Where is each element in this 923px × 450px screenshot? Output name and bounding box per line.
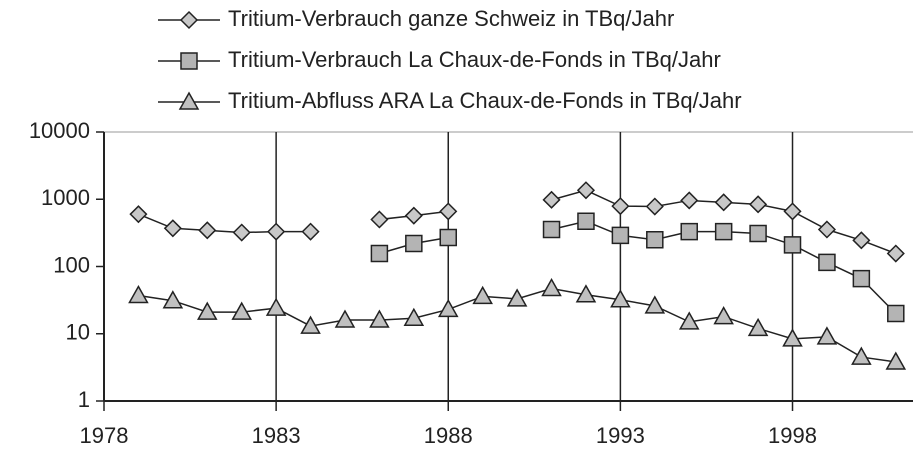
x-tick-label: 1988 bbox=[424, 423, 473, 448]
marker bbox=[749, 195, 768, 214]
marker bbox=[506, 288, 528, 307]
marker bbox=[180, 52, 198, 70]
marker bbox=[644, 295, 666, 314]
marker bbox=[163, 219, 182, 238]
marker bbox=[747, 317, 769, 337]
marker bbox=[334, 309, 356, 328]
marker bbox=[678, 311, 700, 330]
marker bbox=[267, 222, 286, 241]
marker bbox=[232, 223, 251, 242]
marker bbox=[301, 222, 320, 241]
marker bbox=[714, 222, 733, 241]
marker bbox=[783, 202, 802, 221]
marker bbox=[541, 278, 562, 297]
y-tick-label: 10 bbox=[66, 320, 90, 345]
marker bbox=[370, 210, 389, 229]
marker bbox=[231, 301, 252, 320]
x-tick-label: 1983 bbox=[252, 423, 301, 448]
marker bbox=[680, 191, 699, 210]
marker bbox=[817, 220, 836, 239]
marker bbox=[439, 228, 458, 247]
marker bbox=[542, 190, 561, 209]
marker bbox=[576, 181, 596, 200]
marker bbox=[782, 328, 803, 347]
legend-label: Tritium-Verbrauch ganze Schweiz in TBq/J… bbox=[228, 6, 674, 31]
y-tick-label: 10000 bbox=[29, 118, 90, 143]
marker bbox=[403, 307, 425, 327]
marker bbox=[783, 236, 802, 254]
marker bbox=[404, 206, 423, 225]
y-tick-label: 1 bbox=[78, 387, 90, 412]
marker bbox=[196, 301, 218, 320]
x-tick-label: 1993 bbox=[596, 423, 645, 448]
marker bbox=[472, 285, 493, 305]
marker bbox=[714, 193, 733, 212]
marker bbox=[885, 351, 907, 370]
marker bbox=[713, 306, 734, 325]
legend-label: Tritium-Verbrauch La Chaux-de-Fonds in T… bbox=[228, 47, 721, 72]
marker bbox=[887, 304, 905, 323]
marker bbox=[542, 220, 561, 239]
marker bbox=[129, 205, 148, 224]
marker bbox=[646, 230, 664, 249]
marker bbox=[816, 326, 838, 345]
marker bbox=[162, 290, 184, 309]
marker bbox=[818, 253, 836, 272]
y-tick-label: 1000 bbox=[41, 185, 90, 210]
marker bbox=[265, 297, 287, 316]
marker bbox=[610, 289, 631, 308]
marker bbox=[300, 315, 321, 334]
marker bbox=[179, 10, 199, 30]
y-tick-label: 100 bbox=[53, 252, 90, 277]
marker bbox=[198, 221, 217, 240]
marker bbox=[437, 298, 459, 318]
x-tick-label: 1998 bbox=[768, 423, 817, 448]
marker bbox=[405, 234, 423, 253]
legend-label: Tritium-Abfluss ARA La Chaux-de-Fonds in… bbox=[228, 88, 742, 113]
marker bbox=[886, 244, 905, 263]
marker bbox=[852, 231, 871, 250]
marker bbox=[178, 91, 200, 110]
marker bbox=[577, 212, 595, 231]
marker bbox=[645, 197, 664, 216]
marker bbox=[370, 244, 389, 263]
marker bbox=[575, 284, 597, 303]
series-line bbox=[138, 189, 897, 255]
x-tick-label: 1978 bbox=[80, 423, 129, 448]
marker bbox=[128, 285, 149, 304]
marker bbox=[611, 197, 630, 216]
marker bbox=[852, 269, 871, 288]
marker bbox=[439, 202, 458, 221]
marker bbox=[851, 346, 872, 365]
marker bbox=[749, 224, 767, 243]
marker bbox=[611, 226, 630, 245]
marker bbox=[680, 222, 698, 241]
marker bbox=[369, 309, 390, 328]
